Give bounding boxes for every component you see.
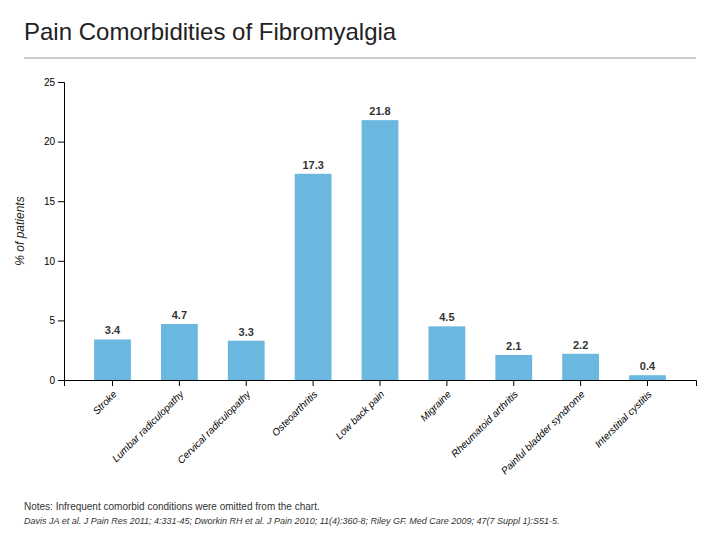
title-rule [24,58,696,59]
x-tick-mark [313,380,314,386]
y-tick-label: 25 [44,77,56,88]
x-axis: StrokeLumbar radiculopathyCervical radic… [65,380,697,476]
chart-container: Pain Comorbidities of Fibromyalgia 3.4 4.7… [0,0,720,540]
y-tick-mark [58,201,64,202]
y-tick-mark [58,142,64,143]
x-tick: Rheumatoid arthritis [449,380,520,460]
y-tick-label: 10 [44,256,56,267]
chart: Pain Comorbidities of Fibromyalgia 3.4 4.7… [0,0,720,540]
bar [629,375,666,380]
x-tick: Osteoarthritis [270,380,320,438]
y-tick-label: 0 [49,375,55,386]
bar [562,354,599,380]
x-tick-mark [112,380,113,386]
y-tick: 20 [44,136,64,147]
x-tick-label: Interstitial cystitis [593,388,654,449]
y-tick-label: 5 [49,315,55,326]
x-tick-mark [580,380,581,386]
x-tick-mark [513,380,514,386]
y-tick: 5 [49,315,64,326]
x-tick: Stroke [91,380,120,417]
bar [428,326,465,380]
x-tick-label: Migraine [418,388,453,423]
x-tick-label: Lumbar radiculopathy [110,388,186,464]
x-tick-mark [647,380,648,386]
x-tick-mark [380,380,381,386]
bar [362,120,399,380]
data-label: 2.1 [506,340,521,352]
data-label: 0.4 [640,360,656,372]
data-label: 3.3 [239,326,254,338]
y-tick-label: 20 [44,136,56,147]
bar [94,339,131,380]
x-tick-mark [179,380,180,386]
x-tick: Cervical radiculopathy [175,380,253,466]
bar [161,324,198,380]
y-tick: 10 [44,256,64,267]
annotation: Davis JA et al. J Pain Res 2011; 4:331-4… [24,516,559,526]
bar [228,341,265,380]
x-tick-label: Stroke [91,388,120,417]
data-label: 17.3 [302,159,323,171]
y-tick-mark [58,320,64,321]
data-label: 4.7 [172,309,187,321]
x-tick-label: Osteoarthritis [270,388,320,438]
bar [295,174,332,380]
annotations: Notes: Infrequent comorbid conditions we… [24,501,559,526]
x-tick-label: Rheumatoid arthritis [449,388,520,459]
x-axis-line [65,381,697,387]
x-tick-label: Cervical radiculopathy [175,388,253,466]
x-tick-mark [246,380,247,386]
y-axis-title: % of patients [13,196,27,265]
annotation: Notes: Infrequent comorbid conditions we… [24,501,320,512]
x-tick: Migraine [418,380,453,423]
data-label: 4.5 [439,311,454,323]
y-tick: 15 [44,196,64,207]
x-tick: Painful bladder syndrome [499,380,587,476]
y-tick-mark [58,82,64,83]
y-tick-mark [58,261,64,262]
x-tick: Lumbar radiculopathy [110,380,186,464]
data-labels: 3.4 4.7 3.3 17.3 21.8 4.5 2.1 2.2 0.4 [105,105,656,372]
bar [495,355,532,380]
y-tick: 0 [49,375,64,386]
y-axis-line [58,83,65,381]
x-tick-label: Low back pain [333,388,386,441]
x-tick: Interstitial cystitis [593,380,654,450]
x-tick-label: Painful bladder syndrome [499,388,587,476]
data-label: 2.2 [573,339,588,351]
data-label: 3.4 [105,324,121,336]
data-label: 21.8 [369,105,390,117]
title: Pain Comorbidities of Fibromyalgia [24,18,397,45]
y-tick-mark [58,380,64,381]
plot: 3.4 4.7 3.3 17.3 21.8 4.5 2.1 2.2 0.4 0 5 10 15 20 25 S… [44,77,697,477]
bars [94,120,666,380]
x-tick: Low back pain [333,380,386,441]
y-tick-label: 15 [44,196,56,207]
y-axis: 0 5 10 15 20 25 [44,77,65,386]
x-tick-mark [446,380,447,386]
y-tick: 25 [44,77,64,88]
